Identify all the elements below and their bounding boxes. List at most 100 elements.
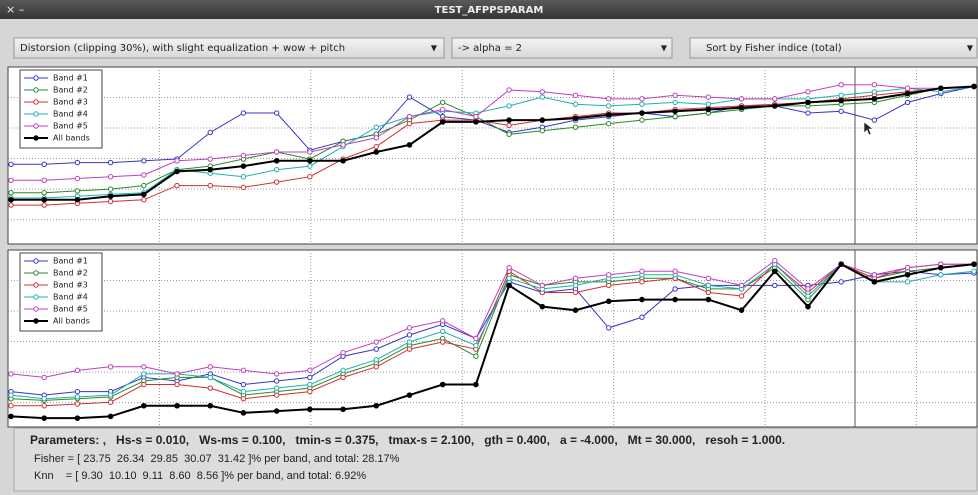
- point: [805, 99, 811, 106]
- legend-label: Band #2: [53, 269, 88, 278]
- point: [373, 124, 379, 130]
- point: [871, 82, 878, 88]
- point: [705, 106, 712, 113]
- point: [373, 402, 380, 409]
- point: [506, 103, 512, 109]
- point: [240, 388, 247, 395]
- point: [539, 303, 546, 310]
- point: [805, 110, 811, 116]
- point: [705, 101, 712, 107]
- point: [207, 129, 213, 136]
- point: [473, 342, 479, 349]
- point: [174, 402, 180, 409]
- series-line: [10, 262, 975, 420]
- point: [307, 158, 313, 164]
- point: [207, 402, 214, 409]
- point: [572, 275, 579, 282]
- window-title: TEST_AFPPSPARAM: [435, 5, 544, 16]
- point: [606, 272, 612, 278]
- point: [240, 367, 247, 374]
- point: [539, 94, 546, 100]
- series-line: [11, 86, 975, 194]
- dropdown-text: Sort by Fisher indice (total): [706, 43, 842, 54]
- window-controls[interactable]: × –: [6, 3, 24, 16]
- point: [705, 94, 712, 100]
- point: [871, 89, 878, 95]
- knn: Knn = [ 9.30 10.10 9.11 8.60 8.56 ]% per…: [34, 470, 366, 482]
- point: [273, 385, 280, 391]
- point: [406, 346, 413, 352]
- point: [273, 378, 280, 384]
- point: [871, 117, 878, 123]
- point: [8, 196, 14, 203]
- series-line: [11, 85, 975, 201]
- point: [406, 339, 413, 345]
- point: [307, 374, 313, 381]
- point: [174, 168, 180, 175]
- point: [8, 202, 14, 208]
- point: [406, 392, 413, 398]
- point: [871, 96, 878, 102]
- point: [938, 272, 944, 278]
- point: [639, 110, 645, 116]
- mouse-cursor: [863, 121, 874, 136]
- point: [340, 349, 346, 356]
- point: [373, 357, 379, 363]
- dropdown[interactable]: [689, 37, 978, 59]
- series-line: [10, 263, 975, 400]
- dropdown[interactable]: [13, 37, 445, 59]
- point: [340, 367, 346, 374]
- point: [240, 110, 247, 116]
- point: [174, 182, 180, 189]
- series-line: [11, 263, 974, 407]
- point: [439, 381, 446, 388]
- point: [406, 325, 413, 331]
- point: [473, 335, 479, 342]
- point: [937, 85, 944, 92]
- point: [141, 172, 147, 178]
- point: [439, 318, 446, 324]
- point: [174, 381, 180, 388]
- point: [439, 328, 446, 335]
- point: [207, 182, 213, 189]
- dropdown[interactable]: [451, 37, 673, 59]
- point: [606, 120, 612, 127]
- point: [207, 166, 214, 173]
- point: [572, 115, 579, 122]
- legend-label: Band #5: [53, 305, 88, 314]
- point: [838, 279, 844, 285]
- point: [904, 271, 911, 278]
- point: [506, 87, 512, 93]
- point: [340, 406, 346, 413]
- point: [771, 268, 778, 275]
- point: [904, 99, 911, 106]
- parameters: Parameters: , Hs-s = 0.010, Ws-ms = 0.10…: [30, 433, 785, 447]
- point: [207, 156, 213, 162]
- point: [74, 394, 81, 400]
- point: [107, 174, 114, 180]
- dropdown-arrow: ▼: [661, 44, 668, 53]
- point: [672, 113, 678, 120]
- point: [74, 388, 81, 395]
- point: [639, 296, 645, 303]
- point: [41, 202, 47, 208]
- legend-label: Band #5: [53, 122, 88, 131]
- point: [307, 381, 313, 388]
- point: [74, 401, 81, 407]
- point: [240, 152, 247, 159]
- point: [207, 385, 213, 391]
- point: [539, 282, 546, 289]
- point: [871, 279, 878, 285]
- point: [107, 186, 114, 192]
- point: [539, 117, 546, 123]
- point: [307, 174, 313, 180]
- point: [307, 406, 313, 413]
- point: [606, 96, 612, 102]
- point: [406, 120, 413, 127]
- legend-label: Band #3: [53, 98, 88, 107]
- point: [738, 307, 745, 313]
- point: [8, 177, 14, 183]
- point: [506, 282, 512, 289]
- point: [141, 381, 147, 388]
- point: [971, 268, 977, 274]
